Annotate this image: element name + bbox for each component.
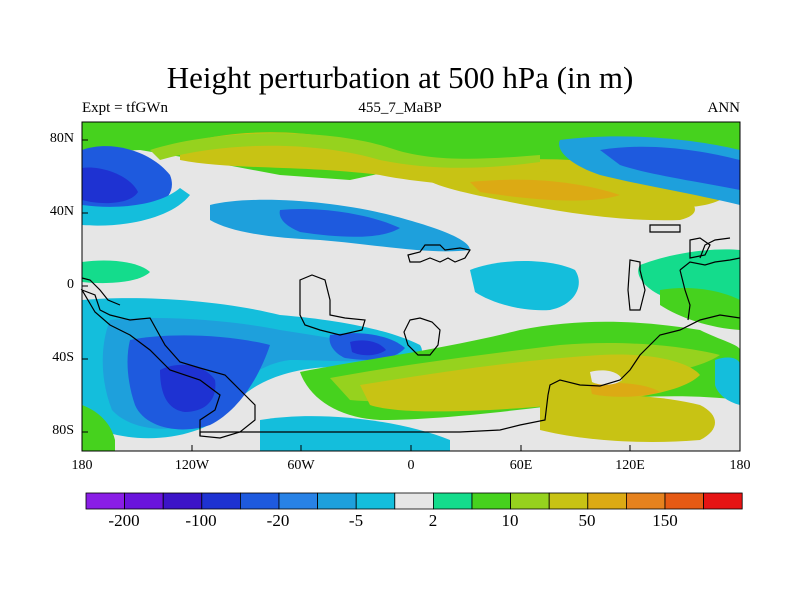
colorbar-swatch	[124, 492, 164, 510]
colorbar-label: -5	[348, 511, 364, 530]
colorbar-swatch	[548, 492, 589, 510]
colorbar-swatch	[510, 492, 550, 510]
antarctic-cyan	[260, 416, 450, 451]
north-pacific-neg-inner	[82, 167, 138, 204]
x-tick-label: 120E	[615, 458, 645, 473]
season-label: ANN	[707, 100, 741, 116]
west-tropical-green	[82, 260, 150, 284]
colorbar-swatch	[317, 492, 357, 510]
y-tick-label: 80S	[52, 423, 74, 438]
colorbar-label: -200	[108, 511, 140, 530]
y-tick-label: 0	[67, 277, 74, 292]
x-tick-label: 60E	[509, 458, 533, 473]
tropical-cyan-blob	[470, 261, 579, 311]
height-perturbation-field	[82, 122, 740, 451]
north-pacific-cyan	[82, 188, 190, 226]
colorbar	[85, 492, 743, 510]
colorbar-swatch	[85, 492, 125, 510]
x-tick-label: 0	[407, 458, 415, 473]
plot-frame	[81, 121, 741, 452]
colorbar-swatch	[626, 492, 666, 510]
south-mid-orange	[590, 382, 660, 397]
y-tick-label: 80N	[49, 131, 74, 146]
colorbar-swatch	[355, 492, 396, 510]
plot-title: Height perturbation at 500 hPa (in m)	[166, 60, 634, 95]
far-east-cyan	[715, 357, 740, 405]
colorbar-swatch	[432, 492, 473, 510]
colorbar-swatch	[278, 492, 318, 510]
south-pacific-core	[160, 364, 216, 412]
colorbar-label: 50	[578, 511, 596, 530]
x-tick-label: 180	[729, 458, 751, 473]
x-tick-label: 60W	[287, 458, 315, 473]
eurasia-orange	[470, 179, 620, 201]
run-label: 455_7_MaBP	[358, 100, 442, 116]
east-tropical-lightgreen	[660, 288, 740, 330]
south-atlantic-core	[350, 340, 386, 356]
colorbar-label: -20	[266, 511, 290, 530]
antarctic-green	[82, 405, 115, 451]
coastline	[80, 224, 741, 439]
y-tick-label: 40N	[49, 204, 74, 219]
y-tick-label: 40S	[52, 350, 74, 365]
colorbar-swatch	[394, 492, 434, 510]
colorbar-swatch	[471, 492, 511, 510]
x-tick-label: 180	[71, 458, 93, 473]
colorbar-label: 2	[428, 511, 438, 530]
south-mid-lowerband	[540, 393, 715, 442]
north-atlantic-neg-inner	[279, 208, 400, 237]
high-lat-neg-right-inner	[600, 146, 740, 190]
north-lightgreen-band	[150, 133, 540, 168]
experiment-label: Expt = tfGWn	[82, 100, 168, 116]
colorbar-swatch	[703, 492, 743, 510]
colorbar-label: 10	[501, 511, 519, 530]
colorbar-swatch	[587, 492, 627, 510]
colorbar-swatch	[664, 492, 704, 510]
colorbar-label: 150	[652, 511, 678, 530]
colorbar-swatch	[239, 492, 280, 510]
colorbar-label: -100	[185, 511, 217, 530]
x-tick-label: 120W	[174, 458, 210, 473]
colorbar-swatch	[162, 492, 203, 510]
colorbar-swatch	[201, 492, 241, 510]
